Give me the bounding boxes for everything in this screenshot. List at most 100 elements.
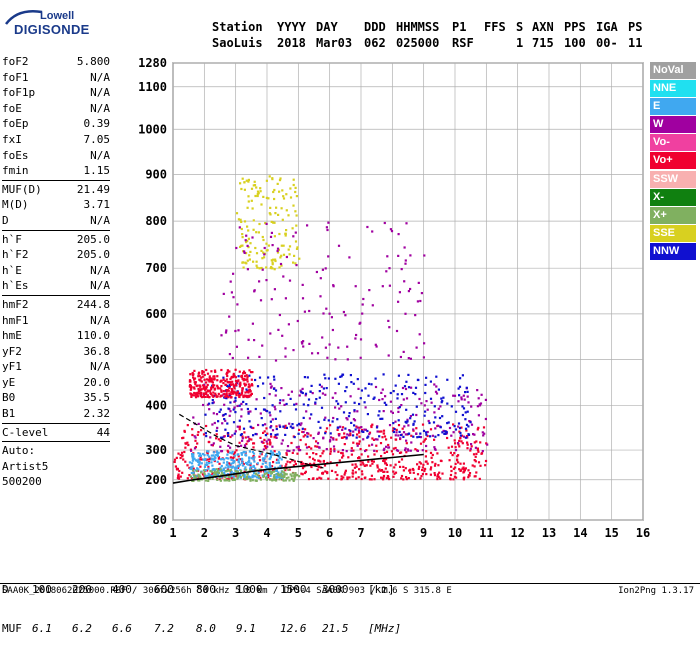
echo-point [429, 468, 432, 471]
echo-point [213, 421, 216, 425]
echo-point [459, 434, 462, 437]
echo-point [263, 445, 266, 448]
echo-point [207, 458, 210, 461]
echo-point [229, 456, 232, 459]
echo-point [237, 455, 240, 458]
x-tick-label: 11 [479, 526, 493, 540]
echo-point [457, 422, 461, 425]
echo-point [439, 477, 442, 480]
echo-point [314, 445, 317, 448]
echo-point [463, 469, 466, 472]
echo-point [247, 229, 250, 232]
echo-point [405, 451, 408, 454]
echo-point [258, 470, 261, 473]
echo-point [246, 268, 249, 271]
echo-point [324, 416, 327, 419]
echo-point [234, 379, 238, 382]
param-value: N/A [90, 213, 110, 227]
echo-point [245, 395, 248, 398]
echo-point [388, 326, 391, 329]
echo-point [388, 267, 391, 270]
echo-point [200, 429, 203, 432]
echo-point [192, 471, 195, 474]
echo-point [307, 478, 311, 481]
echo-point [274, 212, 277, 215]
echo-point [208, 402, 211, 405]
echo-point [404, 449, 407, 452]
echo-point [397, 300, 400, 303]
echo-point [312, 452, 315, 455]
echo-point [245, 468, 248, 471]
echo-point [272, 221, 275, 224]
y-tick-label: 80 [153, 513, 167, 527]
ionogram-chart: 1 2 3 4 5 6 7 8 9 10 11 12 13 14 15 1680200300400500600… [138, 56, 650, 540]
echo-point [360, 389, 363, 392]
x-tick-label: 4 [263, 526, 270, 540]
echo-point [458, 439, 461, 442]
echo-point [271, 244, 274, 247]
param-row: 500200 [2, 474, 110, 490]
echo-point [390, 230, 394, 233]
echo-point [198, 479, 201, 482]
echo-point [449, 478, 452, 481]
distance-muf-table: D 100 200 400 600 800 1000 1500 3000 [km] MUF 6.… [2, 557, 408, 648]
echo-point [246, 473, 249, 476]
echo-point [443, 432, 446, 435]
echo-point [466, 435, 469, 438]
echo-point [265, 249, 268, 252]
param-name: Artist5 [2, 459, 49, 473]
echo-point [255, 260, 258, 263]
echo-point [211, 468, 214, 471]
echo-point [348, 412, 351, 415]
echo-point [247, 410, 250, 413]
echo-point [425, 376, 428, 379]
param-name: h`E [2, 263, 22, 277]
param-value: 110.0 [76, 329, 110, 343]
echo-point [379, 442, 383, 445]
echo-point [225, 463, 228, 466]
echo-point [310, 465, 313, 469]
echo-point [205, 392, 208, 395]
echo-point [326, 472, 329, 475]
echo-point [304, 470, 307, 473]
echo-point [209, 392, 213, 396]
echo-point [477, 397, 480, 400]
echo-point [313, 462, 316, 465]
echo-point [227, 451, 230, 454]
echo-point [206, 403, 209, 406]
echo-point [191, 459, 194, 462]
echo-point [197, 422, 200, 425]
echo-point [243, 468, 246, 471]
echo-point [210, 461, 213, 464]
echo-point [458, 394, 461, 397]
echo-point [374, 438, 377, 441]
echo-point [238, 428, 241, 431]
param-value: N/A [90, 148, 110, 162]
echo-point [200, 471, 203, 474]
param-name: hmF1 [2, 313, 29, 327]
echo-point [362, 297, 365, 301]
echo-point [340, 478, 343, 481]
echo-point [395, 428, 398, 431]
echo-point [216, 375, 219, 378]
echo-point [433, 405, 436, 408]
echo-point [377, 470, 380, 473]
echo-point [233, 400, 236, 403]
echo-point [281, 470, 284, 473]
echo-point [270, 231, 273, 234]
echo-point [320, 477, 323, 480]
echo-point [364, 449, 367, 453]
echo-point [220, 471, 223, 474]
echo-point [231, 450, 234, 454]
echo-point [217, 420, 220, 423]
echo-point [236, 465, 239, 468]
echo-point [239, 245, 242, 248]
echo-point [212, 391, 215, 394]
echo-point [300, 472, 303, 475]
echo-point [329, 439, 332, 442]
echo-point [247, 383, 250, 386]
echo-point [237, 458, 241, 461]
echo-point [424, 437, 427, 440]
echo-point [292, 449, 295, 452]
echo-point [227, 389, 230, 392]
